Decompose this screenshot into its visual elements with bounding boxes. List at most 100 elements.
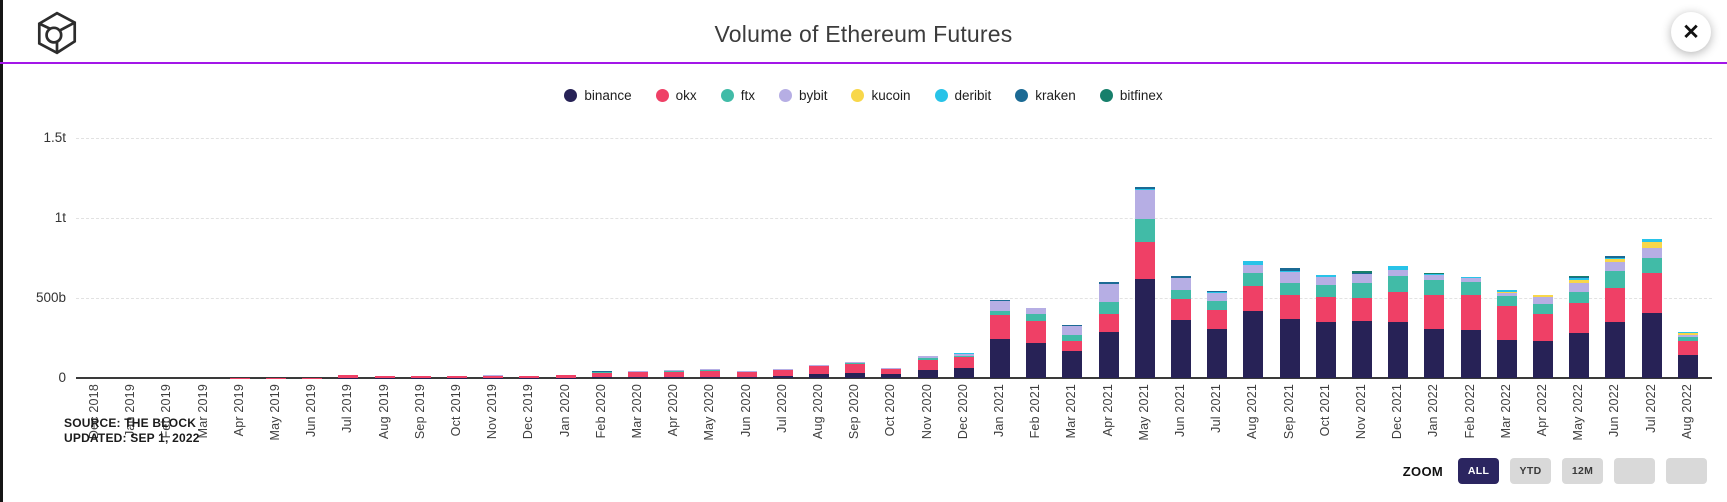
legend-item-deribit[interactable]: deribit: [934, 88, 991, 103]
bar-jul-2021[interactable]: [1207, 291, 1228, 378]
bar-segment-bybit: [881, 368, 902, 369]
source-line: SOURCE: THE BLOCK: [64, 416, 197, 430]
bar-mar-2020[interactable]: [628, 370, 648, 378]
legend-dot-deribit: [934, 89, 948, 102]
bar-jan-2022[interactable]: [1424, 273, 1445, 378]
bar-aug-2021[interactable]: [1243, 260, 1264, 378]
legend-item-kraken[interactable]: kraken: [1015, 88, 1076, 103]
bar-segment-deribit: [1605, 257, 1626, 259]
the-block-logo-icon: [37, 11, 77, 55]
x-axis-label: Feb 2020: [593, 384, 608, 439]
bar-jun-2022[interactable]: [1605, 256, 1626, 378]
bar-segment-okx: [1315, 297, 1336, 322]
bar-segment-ftx: [809, 365, 829, 367]
bar-segment-ftx: [1496, 296, 1517, 307]
x-axis-label: Dec 2019: [521, 384, 536, 440]
bar-jul-2020[interactable]: [772, 368, 793, 378]
bar-apr-2022[interactable]: [1533, 294, 1553, 378]
bar-sep-2019[interactable]: [410, 375, 431, 378]
bar-oct-2019[interactable]: [447, 375, 467, 378]
bar-segment-okx: [519, 376, 540, 378]
x-axis-label: Jul 2021: [1209, 384, 1224, 433]
bar-feb-2021[interactable]: [1026, 307, 1047, 378]
bar-segment-deribit: [1243, 260, 1264, 265]
x-axis-label: Nov 2021: [1354, 384, 1368, 440]
bar-segment-okx: [1424, 294, 1445, 329]
bar-segment-deribit: [1569, 277, 1590, 281]
x-axis-label: Apr 2021: [1100, 384, 1115, 437]
bar-aug-2020[interactable]: [809, 364, 829, 378]
bar-mar-2021[interactable]: [1062, 325, 1083, 378]
bar-nov-2021[interactable]: [1352, 271, 1372, 378]
bar-sep-2021[interactable]: [1279, 267, 1300, 378]
bar-jan-2021[interactable]: [990, 300, 1010, 378]
bar-dec-2020[interactable]: [953, 353, 974, 378]
bar-segment-kraken: [1352, 272, 1372, 274]
legend-item-okx[interactable]: okx: [655, 88, 697, 103]
legend-item-binance[interactable]: binance: [564, 88, 632, 103]
updated-line: UPDATED: SEP 1, 2022: [64, 431, 200, 445]
bar-apr-2020[interactable]: [664, 370, 685, 378]
bar-feb-2020[interactable]: [591, 370, 612, 378]
legend-item-bybit[interactable]: bybit: [778, 88, 827, 103]
bar-segment-binance: [990, 338, 1010, 378]
bar-sep-2020[interactable]: [845, 362, 866, 378]
x-axis-label: Jul 2019: [340, 384, 355, 433]
bar-segment-binance: [772, 376, 793, 378]
bar-segment-binance: [1207, 328, 1228, 378]
bar-segment-ftx: [1677, 337, 1698, 342]
bar-segment-okx: [953, 357, 974, 369]
bar-segment-kucoin: [1605, 258, 1626, 262]
zoom-button-blank-3[interactable]: [1614, 458, 1655, 484]
close-button[interactable]: ✕: [1671, 12, 1711, 52]
bar-mar-2022[interactable]: [1496, 290, 1517, 378]
bar-segment-binance: [1569, 332, 1590, 378]
zoom-button-blank-4[interactable]: [1666, 458, 1707, 484]
bar-nov-2020[interactable]: [917, 355, 938, 378]
legend-item-bitfinex[interactable]: bitfinex: [1099, 88, 1163, 103]
bar-jan-2020[interactable]: [555, 374, 576, 378]
bar-segment-okx: [809, 366, 829, 374]
zoom-button-12m[interactable]: 12M: [1562, 458, 1603, 484]
bar-oct-2020[interactable]: [881, 367, 902, 378]
bar-segment-ftx: [881, 368, 902, 370]
bar-dec-2021[interactable]: [1388, 266, 1409, 378]
y-axis-tick-1.5t: 1.5t: [43, 130, 66, 145]
zoom-button-all[interactable]: ALL: [1458, 458, 1499, 484]
bar-jul-2019[interactable]: [338, 374, 359, 378]
bar-segment-bybit: [664, 370, 685, 371]
bar-segment-bybit: [845, 362, 866, 364]
bar-segment-binance: [1388, 321, 1409, 378]
bar-jul-2022[interactable]: [1641, 238, 1662, 378]
legend-item-kucoin[interactable]: kucoin: [851, 88, 911, 103]
bar-segment-ftx: [917, 358, 938, 360]
bar-segment-okx: [1496, 306, 1517, 340]
bar-apr-2021[interactable]: [1098, 282, 1119, 378]
x-axis-label: Oct 2020: [883, 384, 898, 437]
bar-segment-ftx: [772, 369, 793, 371]
bar-aug-2022[interactable]: [1677, 331, 1698, 378]
bar-segment-okx: [1677, 341, 1698, 355]
bar-oct-2021[interactable]: [1315, 275, 1336, 378]
bar-segment-okx: [1352, 297, 1372, 322]
bar-may-2021[interactable]: [1134, 186, 1155, 378]
bar-segment-bybit: [1424, 275, 1445, 281]
bar-may-2020[interactable]: [700, 369, 721, 378]
legend-item-ftx[interactable]: ftx: [720, 88, 755, 103]
zoom-button-ytd[interactable]: YTD: [1510, 458, 1551, 484]
bar-jun-2020[interactable]: [736, 370, 757, 378]
bar-jun-2021[interactable]: [1171, 276, 1191, 378]
bar-segment-bybit: [736, 370, 757, 372]
bar-segment-kraken: [1641, 238, 1662, 240]
bar-may-2022[interactable]: [1569, 276, 1590, 378]
bar-nov-2019[interactable]: [483, 375, 504, 378]
bar-aug-2019[interactable]: [374, 375, 395, 378]
bar-feb-2022[interactable]: [1460, 277, 1481, 378]
bar-segment-okx: [338, 375, 359, 378]
bar-segment-bybit: [1352, 274, 1372, 283]
bar-dec-2019[interactable]: [519, 376, 540, 378]
bar-segment-bybit: [1098, 284, 1119, 303]
x-axis-label: Apr 2019: [231, 384, 246, 437]
bar-segment-okx: [591, 372, 612, 377]
bar-segment-kraken: [1098, 282, 1119, 284]
